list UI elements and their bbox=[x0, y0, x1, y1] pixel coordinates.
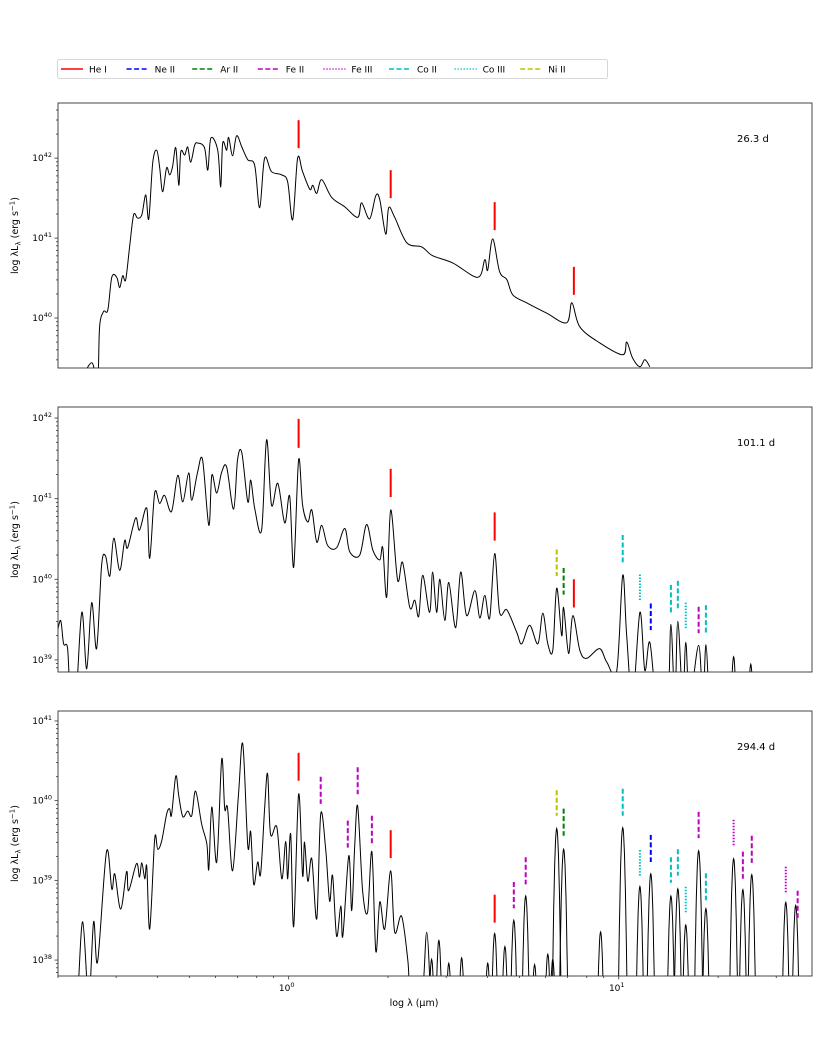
spectrum-peak bbox=[502, 945, 508, 976]
y-tick-label: 1041 bbox=[32, 231, 52, 244]
y-tick-label: 1042 bbox=[32, 411, 52, 424]
spectrum-peak bbox=[749, 662, 753, 672]
panel-frame bbox=[57, 102, 813, 369]
y-tick-label: 1040 bbox=[32, 572, 52, 585]
y-tick-label: 1039 bbox=[32, 873, 52, 886]
y-axis-label: log λLλ (erg s−1) bbox=[9, 501, 23, 578]
spectrum-peak bbox=[447, 961, 451, 976]
legend-label: Ni II bbox=[548, 66, 565, 76]
legend-label: Fe III bbox=[351, 66, 372, 76]
spectrum-peak bbox=[792, 903, 799, 976]
x-tick-label: 100 bbox=[279, 981, 295, 994]
panel-frame bbox=[57, 406, 813, 673]
spectrum-peak bbox=[636, 884, 644, 976]
spectrum-peak bbox=[782, 900, 790, 976]
spectrum-peak bbox=[739, 888, 747, 976]
spectrum-peak bbox=[510, 918, 517, 976]
y-tick-label: 1040 bbox=[32, 794, 52, 807]
spectrum-peak bbox=[618, 826, 628, 976]
panel-2: 1039 1040 1041 1042 101.1 d log λLλ (erg s−1) bbox=[9, 406, 813, 673]
spectrum-peak bbox=[731, 655, 736, 672]
spectrum-peak bbox=[559, 847, 568, 976]
epoch-label: 294.4 d bbox=[737, 742, 775, 753]
legend-label: He I bbox=[89, 66, 107, 76]
spectrum-peak bbox=[747, 873, 756, 976]
spectrum-peak bbox=[702, 907, 710, 976]
spectrum-line bbox=[86, 135, 651, 368]
panel-3: 1038 1039 1040 1041 294.4 d log λLλ (erg s−1)… bbox=[9, 710, 813, 994]
spectrum-peak bbox=[532, 962, 537, 976]
epoch-label: 26.3 d bbox=[737, 134, 769, 145]
panel-frame bbox=[57, 710, 813, 977]
epoch-label: 101.1 d bbox=[737, 438, 775, 449]
spectrum-peak bbox=[667, 894, 675, 976]
spectrum-peak bbox=[597, 930, 604, 976]
legend-label: Ne II bbox=[155, 66, 175, 76]
y-tick-label: 1039 bbox=[32, 653, 52, 666]
spectrum-peak bbox=[682, 923, 689, 976]
y-tick-label: 1038 bbox=[32, 953, 52, 966]
spectrum-peak bbox=[522, 894, 530, 976]
spectrum-peak bbox=[545, 952, 550, 976]
legend-label: Co III bbox=[483, 66, 506, 76]
panel-1: 1040 1041 1042 26.3 d log λLλ (erg s−1) bbox=[9, 102, 813, 369]
legend-label: Ar II bbox=[220, 66, 238, 76]
spectrum-peak bbox=[646, 872, 655, 976]
y-tick-label: 1041 bbox=[32, 492, 52, 505]
y-tick-label: 1041 bbox=[32, 714, 52, 727]
legend-label: Fe II bbox=[286, 66, 304, 76]
spectrum-peak bbox=[729, 857, 738, 976]
spectrum-peak bbox=[429, 957, 434, 976]
spectrum-peak bbox=[459, 956, 464, 976]
y-axis-label: log λLλ (erg s−1) bbox=[9, 197, 23, 274]
legend: He I Ne II Ar II Fe II Fe III Co II Co III Ni I… bbox=[57, 59, 608, 79]
spectrum-peak bbox=[491, 931, 498, 976]
spectrum-peak bbox=[485, 961, 490, 976]
spectrum-peak bbox=[436, 939, 442, 976]
legend-label: Co II bbox=[417, 66, 437, 76]
y-tick-label: 1040 bbox=[32, 311, 52, 324]
spectrum-peak bbox=[674, 887, 682, 976]
spectrum-line bbox=[58, 439, 709, 672]
spectrum-peak bbox=[694, 849, 703, 976]
x-tick-label: 101 bbox=[609, 981, 625, 994]
x-axis-label: log λ (μm) bbox=[390, 998, 439, 1009]
y-axis-label: log λLλ (erg s−1) bbox=[9, 805, 23, 882]
spectrum-line bbox=[78, 742, 431, 976]
y-tick-label: 1042 bbox=[32, 151, 52, 164]
